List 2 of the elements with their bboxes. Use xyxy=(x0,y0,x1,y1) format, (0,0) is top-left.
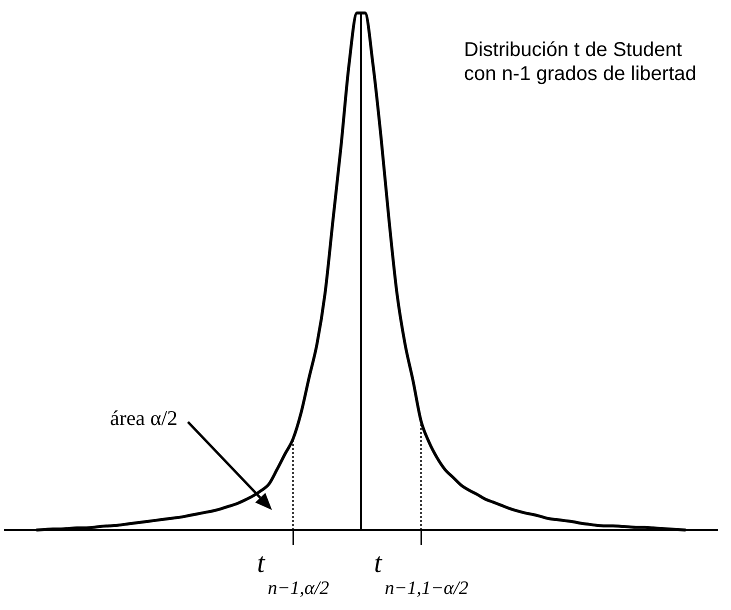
text: Distribución t de Student con n-1 grados de libertad xyxy=(464,38,698,86)
annotation: área α/2 xyxy=(110,406,178,430)
